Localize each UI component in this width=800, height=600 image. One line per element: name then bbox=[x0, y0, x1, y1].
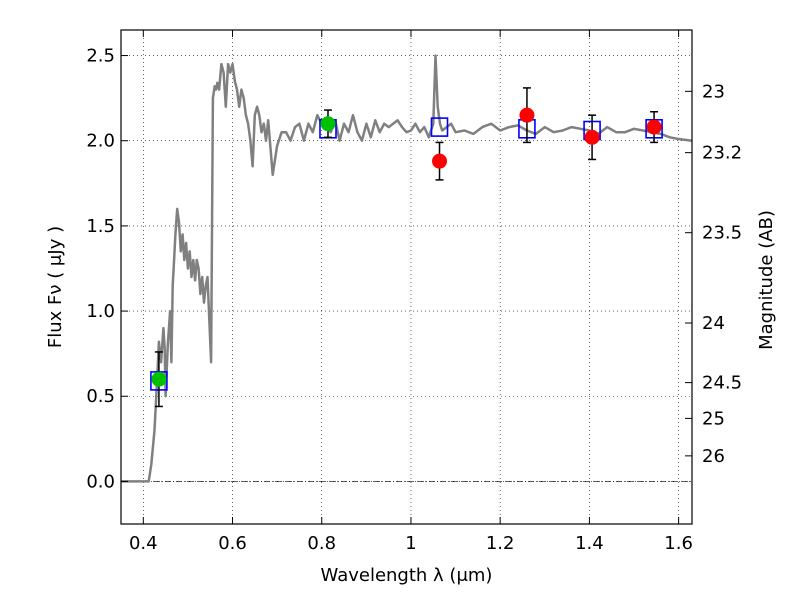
x-tick-label: 0.8 bbox=[307, 533, 336, 554]
y-axis-title: Flux Fν ( μJy ) bbox=[45, 226, 66, 348]
x-tick-label: 0.6 bbox=[218, 533, 247, 554]
y-tick-label: 0.5 bbox=[86, 386, 115, 407]
y-tick-label: 0.0 bbox=[86, 471, 115, 492]
observed-flux-point bbox=[320, 116, 336, 132]
plot-area bbox=[121, 54, 692, 483]
y-tick-label: 2.0 bbox=[86, 131, 115, 152]
y-tick-label: 2.5 bbox=[86, 46, 115, 67]
right-tick-label: 25 bbox=[702, 408, 725, 429]
y-tick-label: 1.5 bbox=[86, 216, 115, 237]
observed-flux-point bbox=[432, 153, 448, 169]
right-tick-label: 24.5 bbox=[702, 373, 742, 394]
axes-frame bbox=[120, 29, 693, 525]
right-tick-label: 26 bbox=[702, 446, 725, 467]
model-photometry-square bbox=[430, 117, 449, 137]
x-tick-label: 1.6 bbox=[664, 533, 693, 554]
observed-flux-point bbox=[151, 371, 167, 387]
x-axis-title: Wavelength λ (μm) bbox=[321, 565, 493, 586]
x-tick-label: 1.2 bbox=[486, 533, 515, 554]
x-tick-label: 1 bbox=[405, 533, 416, 554]
right-tick-label: 23.5 bbox=[702, 223, 742, 244]
ticks: 0.4 0.6 0.8 1 1.2 1.4 1.6 0.0 0.5 1.0 1.5 2.0 2.5 23 2… bbox=[86, 30, 742, 554]
right-tick-label: 23 bbox=[702, 81, 725, 102]
grid-lines bbox=[121, 30, 692, 524]
observed-flux-point bbox=[519, 107, 535, 123]
right-tick-label: 23.2 bbox=[702, 143, 742, 164]
model-spectrum-line bbox=[121, 54, 692, 483]
observed-flux-point bbox=[646, 119, 662, 135]
observed-flux-point bbox=[584, 129, 600, 145]
x-tick-label: 1.4 bbox=[575, 533, 604, 554]
x-tick-label: 0.4 bbox=[129, 533, 158, 554]
y-tick-label: 1.0 bbox=[86, 301, 115, 322]
right-tick-label: 24 bbox=[702, 313, 725, 334]
right-axis-title: Magnitude (AB) bbox=[756, 210, 777, 350]
